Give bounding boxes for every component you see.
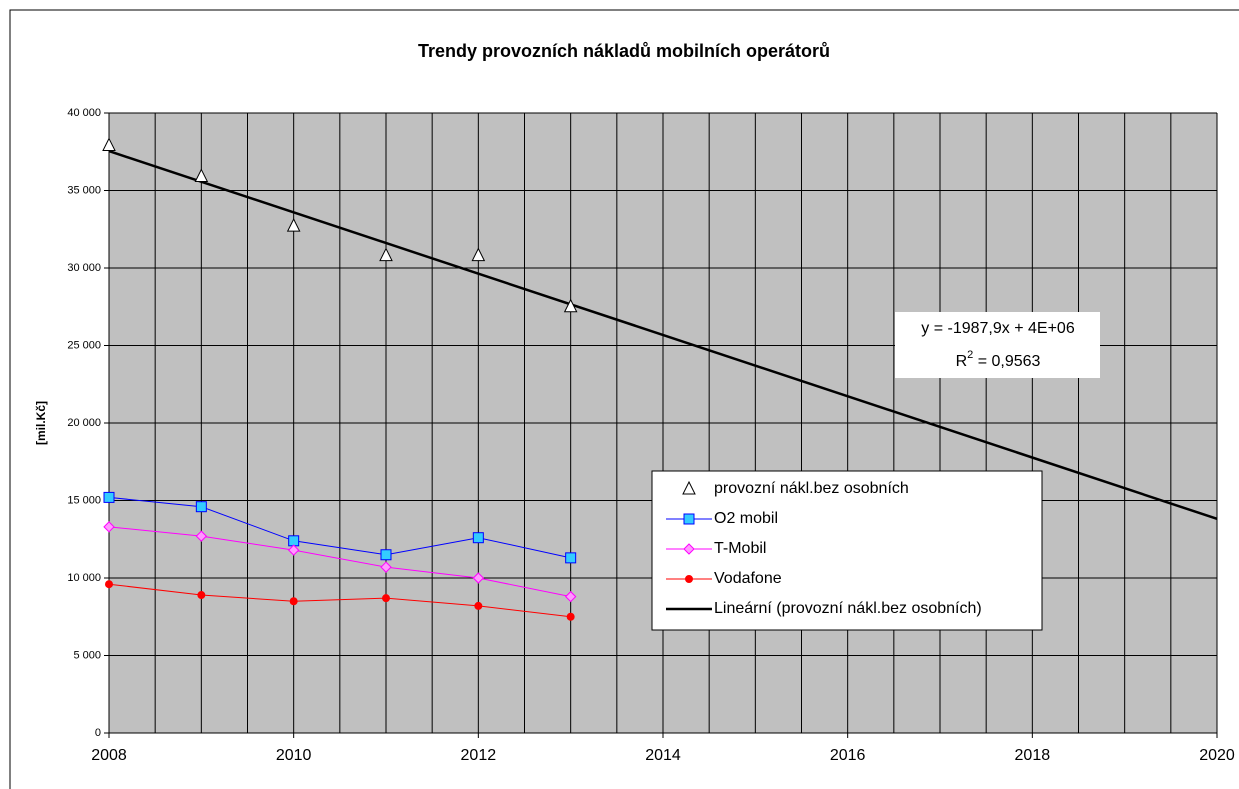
x-tick-label: 2014 [645, 747, 681, 764]
legend: provozní nákl.bez osobních O2 mobil T-Mobi… [651, 470, 1043, 631]
marker [382, 594, 390, 603]
legend-label: provozní nákl.bez osobních [714, 480, 909, 497]
y-tick-label: 20 000 [67, 417, 101, 429]
marker [683, 513, 695, 525]
y-tick-label: 30 000 [67, 262, 101, 274]
x-tick-label: 2020 [1199, 747, 1235, 764]
marker [102, 137, 116, 152]
marker [472, 572, 485, 584]
annotation-part: 2 [967, 349, 973, 361]
marker [564, 590, 577, 603]
marker [194, 168, 209, 183]
marker [197, 591, 206, 600]
marker [472, 532, 484, 544]
marker [563, 298, 578, 313]
x-tick-label: 2012 [461, 747, 497, 764]
marker [288, 535, 300, 547]
y-tick-label: 0 [95, 727, 101, 739]
marker [105, 580, 113, 589]
marker [566, 612, 575, 621]
marker [471, 247, 486, 262]
marker [380, 549, 392, 561]
marker [103, 491, 115, 503]
legend-label: O2 mobil [714, 510, 778, 527]
series-line [108, 583, 571, 618]
marker [379, 247, 393, 262]
marker [683, 543, 695, 555]
y-tick-label: 10 000 [67, 572, 101, 584]
x-tick-label: 2010 [276, 747, 312, 764]
marker [195, 530, 208, 542]
marker [287, 544, 300, 556]
y-tick-label: 25 000 [67, 339, 101, 351]
x-tick-label: 2018 [1015, 747, 1051, 764]
y-axis-label: [mil.Kč] [34, 401, 48, 445]
y-tick-label: 5 000 [73, 649, 101, 661]
annotation-equation: y = -1987,9x + 4E+06 [921, 320, 1075, 337]
y-tick-label: 40 000 [67, 107, 101, 119]
legend-label: Vodafone [714, 570, 782, 587]
marker [195, 501, 207, 513]
annotation-part: R [956, 353, 968, 370]
series-line [108, 496, 571, 559]
x-tick-label: 2008 [91, 747, 127, 764]
marker [474, 601, 483, 610]
annotation-box [895, 312, 1100, 378]
marker [685, 575, 693, 583]
x-tick-label: 2016 [830, 747, 866, 764]
chart-title: Trendy provozních nákladů mobilních oper… [418, 41, 830, 61]
marker [565, 552, 577, 564]
marker [286, 218, 301, 232]
annotation-part: = 0,9563 [973, 353, 1040, 370]
marker [289, 597, 298, 606]
y-tick-label: 35 000 [67, 184, 101, 196]
annotation-r2: R2 = 0,9563 [956, 349, 1041, 370]
series-line [108, 526, 571, 598]
trendline [108, 149, 1218, 521]
marker [103, 521, 115, 533]
legend-box [651, 470, 1043, 631]
legend-label: Lineární (provozní nákl.bez osobních) [714, 600, 982, 617]
y-tick-label: 15 000 [67, 494, 101, 506]
legend-label: T-Mobil [714, 540, 766, 557]
marker [682, 480, 696, 495]
marker [380, 561, 392, 573]
